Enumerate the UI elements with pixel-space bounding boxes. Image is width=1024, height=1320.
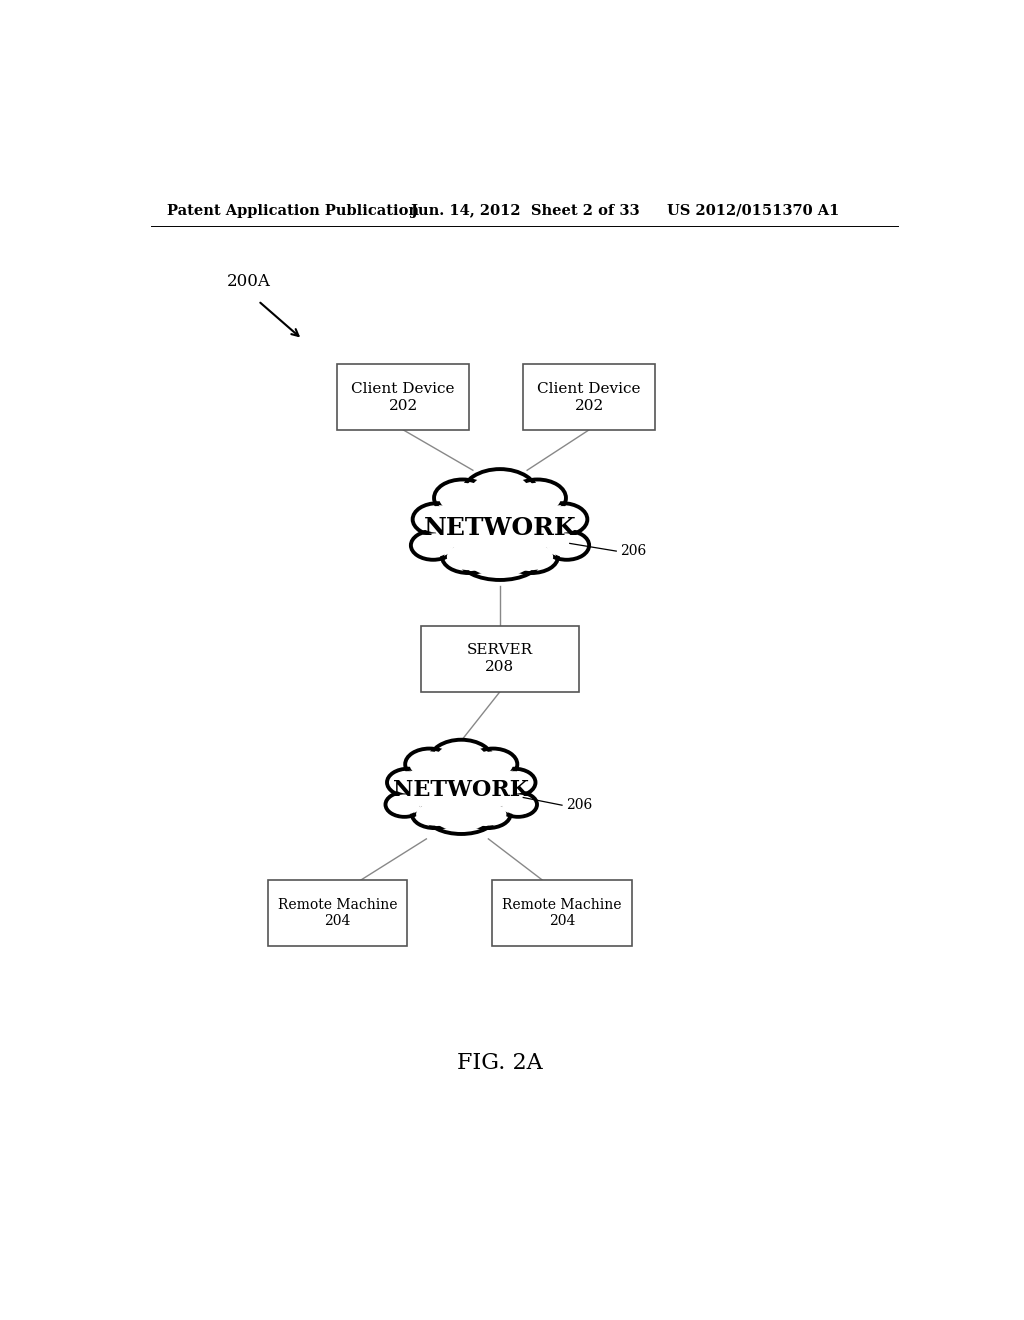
Ellipse shape — [549, 533, 585, 557]
Text: 204: 204 — [324, 915, 350, 928]
Ellipse shape — [400, 768, 461, 812]
Ellipse shape — [503, 795, 534, 814]
Ellipse shape — [509, 544, 553, 570]
Ellipse shape — [469, 474, 530, 513]
Text: SERVER: SERVER — [467, 643, 534, 657]
Ellipse shape — [387, 768, 429, 796]
Text: Remote Machine: Remote Machine — [502, 898, 622, 912]
Ellipse shape — [453, 502, 548, 554]
Text: NETWORK: NETWORK — [424, 516, 577, 540]
Ellipse shape — [429, 739, 494, 781]
Ellipse shape — [469, 803, 507, 825]
Text: Client Device: Client Device — [538, 381, 641, 396]
Ellipse shape — [416, 803, 454, 825]
Ellipse shape — [435, 743, 487, 777]
Text: 208: 208 — [485, 660, 515, 675]
Text: 204: 204 — [549, 915, 575, 928]
Ellipse shape — [500, 502, 571, 554]
Text: 206: 206 — [621, 544, 646, 558]
Text: Remote Machine: Remote Machine — [278, 898, 397, 912]
Bar — [267, 880, 407, 945]
Ellipse shape — [415, 533, 452, 557]
Ellipse shape — [427, 800, 496, 834]
Ellipse shape — [417, 506, 458, 532]
Text: 206: 206 — [566, 799, 592, 812]
Ellipse shape — [467, 544, 532, 577]
Ellipse shape — [545, 531, 589, 560]
Ellipse shape — [385, 792, 423, 817]
Bar — [337, 364, 469, 430]
Ellipse shape — [507, 507, 565, 549]
Ellipse shape — [465, 801, 511, 828]
Bar — [523, 364, 655, 430]
Ellipse shape — [435, 507, 494, 549]
Text: NETWORK: NETWORK — [393, 779, 529, 801]
Ellipse shape — [434, 479, 492, 516]
Text: FIG. 2A: FIG. 2A — [457, 1052, 543, 1074]
Ellipse shape — [442, 541, 496, 573]
Ellipse shape — [461, 768, 522, 812]
Ellipse shape — [429, 502, 500, 554]
Ellipse shape — [421, 768, 502, 812]
Bar — [421, 626, 580, 692]
Bar — [493, 880, 632, 945]
Text: 202: 202 — [574, 399, 604, 413]
Ellipse shape — [406, 748, 454, 780]
Ellipse shape — [499, 792, 537, 817]
Text: Patent Application Publication: Patent Application Publication — [167, 203, 419, 218]
Text: 202: 202 — [388, 399, 418, 413]
Ellipse shape — [469, 748, 517, 780]
Ellipse shape — [494, 768, 536, 796]
Ellipse shape — [467, 772, 516, 808]
Ellipse shape — [442, 496, 558, 560]
Ellipse shape — [509, 479, 566, 516]
Ellipse shape — [473, 751, 513, 777]
Text: US 2012/0151370 A1: US 2012/0151370 A1 — [667, 203, 839, 218]
Ellipse shape — [446, 544, 490, 570]
Text: Jun. 14, 2012  Sheet 2 of 33: Jun. 14, 2012 Sheet 2 of 33 — [411, 203, 640, 218]
Ellipse shape — [497, 771, 531, 793]
Ellipse shape — [407, 772, 456, 808]
Ellipse shape — [439, 483, 486, 513]
Ellipse shape — [389, 795, 420, 814]
Ellipse shape — [411, 531, 456, 560]
Ellipse shape — [413, 503, 463, 536]
Text: 200A: 200A — [227, 273, 271, 290]
Ellipse shape — [410, 751, 450, 777]
Ellipse shape — [391, 771, 426, 793]
Ellipse shape — [412, 763, 511, 817]
Text: Client Device: Client Device — [351, 381, 455, 396]
Ellipse shape — [412, 801, 458, 828]
Ellipse shape — [505, 541, 558, 573]
Ellipse shape — [433, 803, 489, 830]
Ellipse shape — [538, 503, 588, 536]
Ellipse shape — [514, 483, 561, 513]
Ellipse shape — [463, 469, 538, 517]
Ellipse shape — [460, 540, 540, 579]
Ellipse shape — [542, 506, 583, 532]
